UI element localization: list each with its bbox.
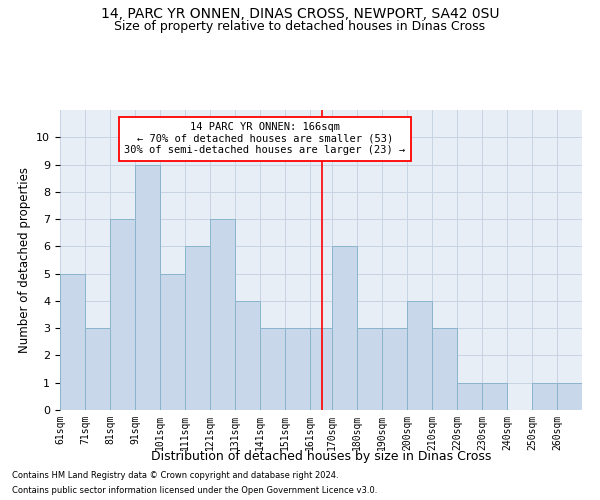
Text: Contains public sector information licensed under the Open Government Licence v3: Contains public sector information licen… — [12, 486, 377, 495]
Y-axis label: Number of detached properties: Number of detached properties — [18, 167, 31, 353]
Text: Distribution of detached houses by size in Dinas Cross: Distribution of detached houses by size … — [151, 450, 491, 463]
Bar — [135, 164, 160, 410]
Bar — [235, 301, 260, 410]
Bar — [532, 382, 557, 410]
Text: 14, PARC YR ONNEN, DINAS CROSS, NEWPORT, SA42 0SU: 14, PARC YR ONNEN, DINAS CROSS, NEWPORT,… — [101, 8, 499, 22]
Text: Size of property relative to detached houses in Dinas Cross: Size of property relative to detached ho… — [115, 20, 485, 33]
Bar — [457, 382, 482, 410]
Bar — [85, 328, 110, 410]
Text: Contains HM Land Registry data © Crown copyright and database right 2024.: Contains HM Land Registry data © Crown c… — [12, 471, 338, 480]
Bar — [110, 219, 135, 410]
Bar — [432, 328, 457, 410]
Bar — [332, 246, 357, 410]
Bar — [60, 274, 85, 410]
Bar — [210, 219, 235, 410]
Bar — [382, 328, 407, 410]
Bar — [185, 246, 210, 410]
Bar — [482, 382, 507, 410]
Bar — [407, 301, 432, 410]
Text: 14 PARC YR ONNEN: 166sqm
← 70% of detached houses are smaller (53)
30% of semi-d: 14 PARC YR ONNEN: 166sqm ← 70% of detach… — [124, 122, 406, 156]
Bar — [557, 382, 582, 410]
Bar — [285, 328, 310, 410]
Bar — [260, 328, 285, 410]
Bar — [357, 328, 382, 410]
Bar — [160, 274, 185, 410]
Bar — [310, 328, 332, 410]
